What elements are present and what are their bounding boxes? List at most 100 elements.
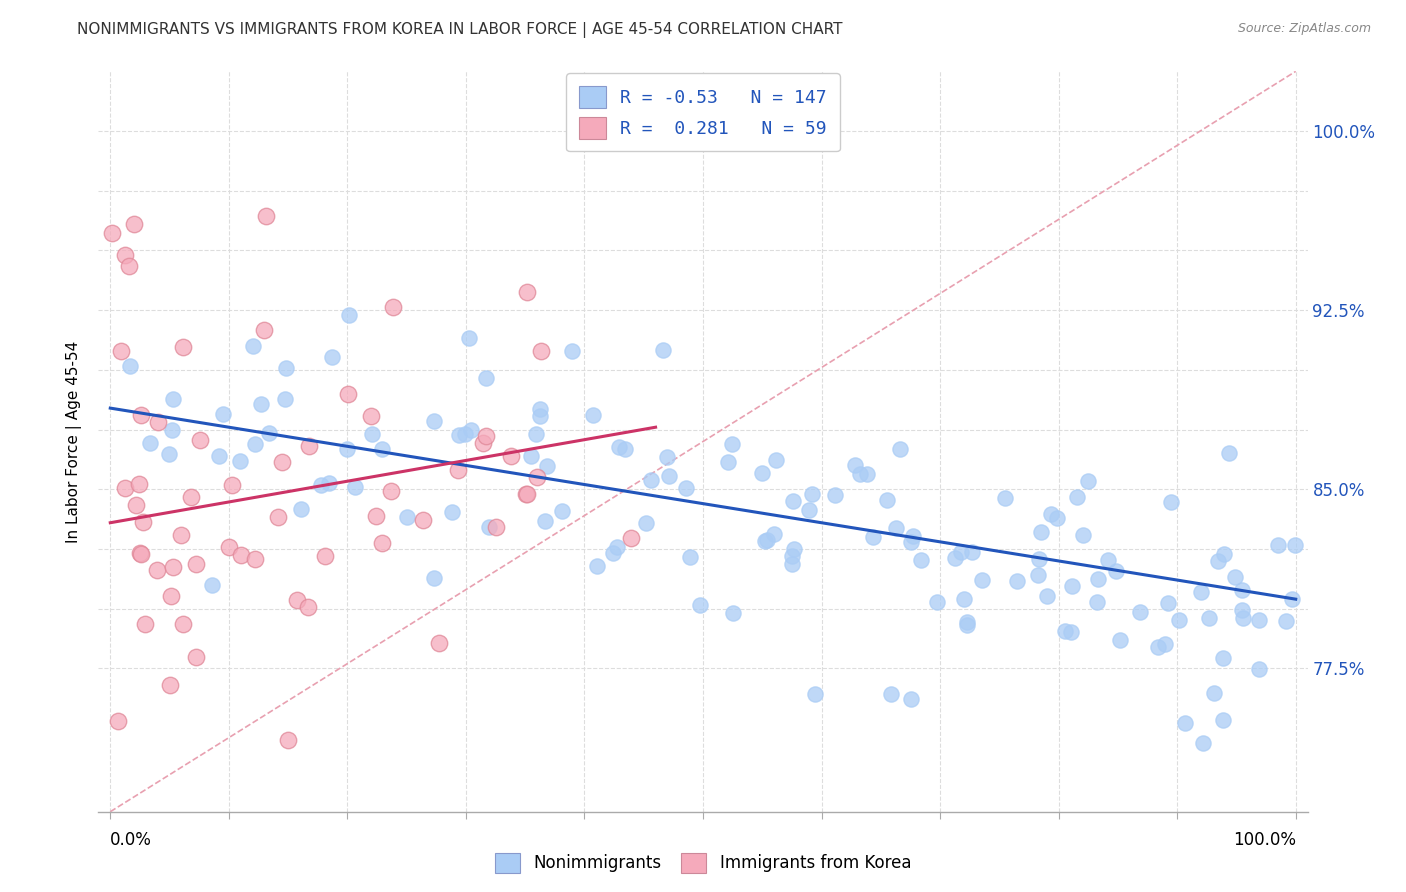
Point [955, 615, 977, 629]
Point [1046, 510, 1069, 524]
Point [1036, 590, 1059, 604]
Point [1189, 584, 1212, 599]
Point [201, 578, 224, 592]
Point [606, 540, 628, 554]
Point [475, 429, 498, 443]
Point [1053, 624, 1076, 639]
Point [146, 563, 169, 577]
Point [1026, 567, 1049, 582]
Point [949, 545, 972, 559]
Point [447, 463, 470, 477]
Point [114, 481, 136, 495]
Point [1147, 640, 1170, 654]
Point [257, 426, 280, 441]
Point [1108, 633, 1130, 648]
Y-axis label: In Labor Force | Age 45-54: In Labor Force | Age 45-54 [66, 341, 83, 542]
Point [184, 558, 207, 572]
Point [501, 449, 523, 463]
Point [1192, 736, 1215, 750]
Point [884, 521, 907, 535]
Point [395, 509, 418, 524]
Point [516, 486, 538, 500]
Point [371, 442, 394, 456]
Point [1028, 552, 1050, 566]
Text: NONIMMIGRANTS VS IMMIGRANTS FROM KOREA IN LABOR FORCE | AGE 45-54 CORRELATION CH: NONIMMIGRANTS VS IMMIGRANTS FROM KOREA I… [77, 22, 842, 38]
Point [516, 285, 538, 299]
Point [114, 248, 136, 262]
Point [129, 546, 152, 560]
Point [124, 217, 146, 231]
Point [529, 409, 551, 423]
Point [423, 571, 446, 585]
Point [880, 687, 903, 701]
Point [717, 455, 740, 469]
Point [1202, 686, 1225, 700]
Point [380, 484, 402, 499]
Point [856, 467, 879, 481]
Point [159, 589, 181, 603]
Point [1247, 662, 1270, 676]
Point [184, 649, 207, 664]
Point [1040, 507, 1063, 521]
Point [132, 516, 155, 530]
Point [1005, 574, 1028, 589]
Point [382, 300, 405, 314]
Point [526, 469, 548, 483]
Point [1157, 596, 1180, 610]
Point [309, 477, 332, 491]
Legend: R = -0.53   N = 147, R =  0.281   N = 59: R = -0.53 N = 147, R = 0.281 N = 59 [567, 73, 839, 152]
Point [678, 549, 700, 564]
Point [530, 344, 553, 359]
Point [602, 546, 624, 560]
Point [1059, 625, 1081, 640]
Point [160, 423, 183, 437]
Point [118, 260, 141, 274]
Point [318, 475, 340, 490]
Point [876, 492, 898, 507]
Point [343, 479, 366, 493]
Point [585, 558, 607, 573]
Point [460, 423, 482, 437]
Point [903, 529, 925, 543]
Point [994, 491, 1017, 506]
Point [211, 407, 233, 421]
Point [274, 392, 297, 407]
Point [298, 439, 321, 453]
Point [561, 344, 583, 359]
Point [360, 409, 382, 424]
Point [170, 528, 193, 542]
Text: Source: ZipAtlas.com: Source: ZipAtlas.com [1237, 22, 1371, 36]
Point [190, 433, 212, 447]
Point [285, 592, 308, 607]
Point [427, 636, 450, 650]
Point [270, 455, 292, 469]
Point [800, 487, 823, 501]
Point [321, 350, 343, 364]
Point [675, 481, 697, 495]
Point [107, 714, 129, 728]
Point [536, 459, 558, 474]
Point [159, 678, 181, 692]
Point [454, 426, 477, 441]
Point [1212, 651, 1234, 665]
Point [529, 401, 551, 416]
Point [243, 551, 266, 566]
Point [485, 520, 508, 534]
Point [1230, 582, 1253, 597]
Text: 100.0%: 100.0% [1233, 830, 1296, 849]
Point [515, 487, 537, 501]
Point [1167, 613, 1189, 627]
Point [129, 409, 152, 423]
Point [956, 617, 979, 632]
Point [172, 340, 194, 354]
Point [440, 505, 463, 519]
Point [146, 415, 169, 429]
Legend: Nonimmigrants, Immigrants from Korea: Nonimmigrants, Immigrants from Korea [488, 847, 918, 880]
Point [277, 732, 299, 747]
Point [267, 510, 290, 524]
Point [927, 595, 949, 609]
Point [1097, 553, 1119, 567]
Point [943, 551, 966, 566]
Point [336, 442, 359, 456]
Point [110, 343, 132, 358]
